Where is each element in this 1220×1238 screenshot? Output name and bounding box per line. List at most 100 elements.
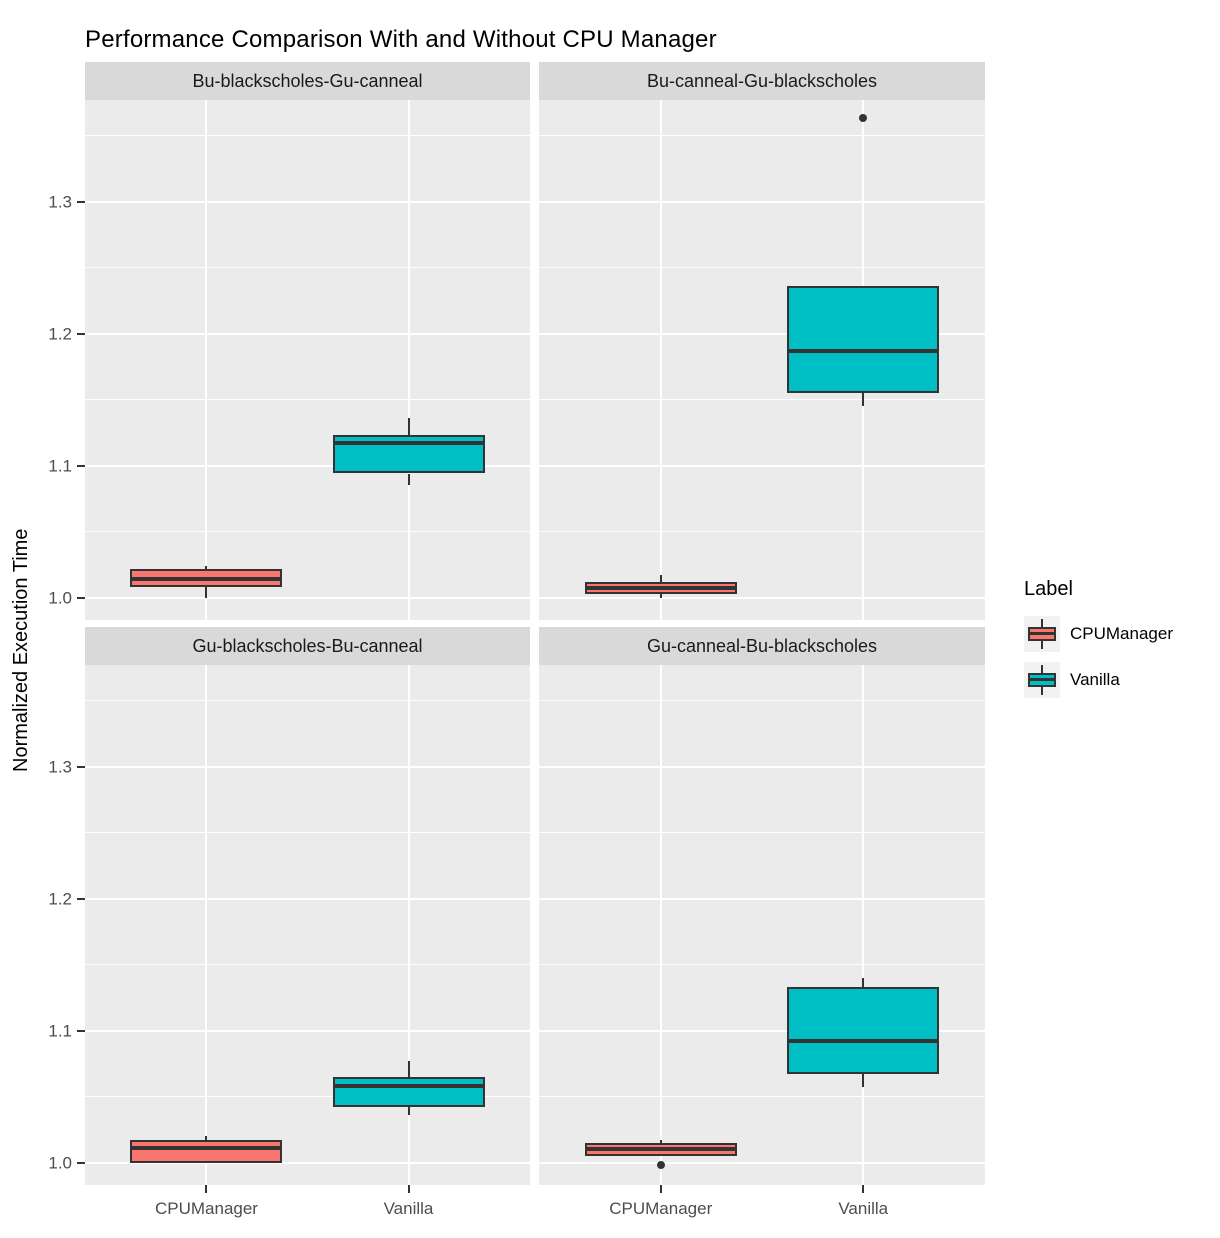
gridline-major bbox=[539, 897, 985, 900]
x-tick-label: CPUManager bbox=[609, 1199, 713, 1218]
gridline-major bbox=[85, 1161, 530, 1164]
y-tick-label: 1.3 bbox=[48, 192, 72, 212]
gridline-minor bbox=[85, 1096, 530, 1098]
gridline-minor bbox=[539, 135, 985, 137]
gridline-vertical bbox=[659, 100, 662, 620]
y-tick-mark bbox=[77, 1029, 85, 1032]
y-tick-label: 1.1 bbox=[48, 1021, 72, 1041]
gridline-minor bbox=[539, 399, 985, 401]
gridline-major bbox=[85, 596, 530, 599]
legend-key-cpumanager bbox=[1024, 616, 1060, 652]
boxplot-lower-whisker bbox=[407, 1107, 410, 1116]
x-tick-mark bbox=[205, 1185, 208, 1193]
y-tick-mark bbox=[77, 1161, 85, 1164]
y-tick-mark bbox=[77, 765, 85, 768]
x-tick-label: Vanilla bbox=[383, 1199, 434, 1218]
y-tick-mark bbox=[77, 332, 85, 335]
boxplot-lower-whisker bbox=[407, 473, 410, 486]
boxplot-box bbox=[332, 1076, 485, 1108]
x-tick-mark bbox=[659, 1185, 662, 1193]
gridline-major bbox=[85, 200, 530, 203]
gridline-minor bbox=[539, 832, 985, 834]
gridline-minor bbox=[85, 531, 530, 533]
gridline-major bbox=[539, 464, 985, 467]
boxplot-median bbox=[789, 348, 938, 353]
boxplot-box bbox=[787, 286, 940, 393]
outlier-point bbox=[656, 1161, 665, 1170]
boxplot-upper-whisker bbox=[407, 1060, 410, 1077]
boxplot-box bbox=[787, 987, 940, 1075]
boxplot-upper-whisker bbox=[205, 1136, 208, 1141]
gridline-vertical bbox=[205, 100, 208, 620]
boxplot-median bbox=[132, 1146, 281, 1151]
facet-panel bbox=[539, 665, 985, 1185]
gridline-major bbox=[539, 332, 985, 335]
gridline-major bbox=[85, 332, 530, 335]
boxplot-lower-whisker bbox=[862, 1074, 865, 1088]
boxplot-upper-whisker bbox=[407, 418, 410, 436]
y-tick-label: 1.2 bbox=[48, 889, 72, 909]
gridline-vertical bbox=[205, 665, 208, 1185]
gridline-minor bbox=[85, 267, 530, 269]
x-tick-label: CPUManager bbox=[154, 1199, 258, 1218]
boxplot-median bbox=[132, 577, 281, 582]
gridline-major bbox=[85, 897, 530, 900]
y-tick-label: 1.3 bbox=[48, 757, 72, 777]
gridline-minor bbox=[539, 700, 985, 702]
gridline-minor bbox=[85, 700, 530, 702]
facet-strip: Gu-canneal-Bu-blackscholes bbox=[539, 627, 985, 665]
y-tick-label: 1.2 bbox=[48, 324, 72, 344]
boxplot-median bbox=[789, 1039, 938, 1044]
facet-strip: Gu-blackscholes-Bu-canneal bbox=[85, 627, 530, 665]
gridline-major bbox=[539, 1161, 985, 1164]
gridline-major bbox=[539, 765, 985, 768]
facet-strip: Bu-blackscholes-Gu-canneal bbox=[85, 62, 530, 100]
boxplot-lower-whisker bbox=[205, 587, 208, 598]
gridline-major bbox=[85, 765, 530, 768]
gridline-vertical bbox=[407, 665, 410, 1185]
gridline-minor bbox=[85, 964, 530, 966]
gridline-minor bbox=[85, 832, 530, 834]
y-tick-mark bbox=[77, 464, 85, 467]
y-axis-title: Normalized Execution Time bbox=[10, 528, 32, 772]
boxplot-box bbox=[130, 1140, 283, 1163]
boxplot-median bbox=[586, 1147, 735, 1152]
gridline-minor bbox=[85, 399, 530, 401]
boxplot-upper-whisker bbox=[659, 1140, 662, 1143]
legend-label: CPUManager bbox=[1070, 624, 1173, 643]
gridline-major bbox=[539, 200, 985, 203]
legend-boxplot-median bbox=[1030, 678, 1054, 681]
y-tick-mark bbox=[77, 200, 85, 203]
x-tick-mark bbox=[862, 1185, 865, 1193]
gridline-minor bbox=[539, 531, 985, 533]
y-tick-mark bbox=[77, 897, 85, 900]
gridline-major bbox=[85, 1029, 530, 1032]
y-tick-label: 1.0 bbox=[48, 588, 72, 608]
legend-boxplot-median bbox=[1030, 632, 1054, 635]
x-tick-mark bbox=[407, 1185, 410, 1193]
gridline-major bbox=[539, 1029, 985, 1032]
boxplot-lower-whisker bbox=[862, 392, 865, 407]
gridline-vertical bbox=[862, 665, 865, 1185]
gridline-minor bbox=[539, 964, 985, 966]
y-tick-label: 1.0 bbox=[48, 1153, 72, 1173]
boxplot-upper-whisker bbox=[205, 565, 208, 569]
boxplot-upper-whisker bbox=[659, 575, 662, 582]
y-tick-label: 1.1 bbox=[48, 456, 72, 476]
x-tick-label: Vanilla bbox=[838, 1199, 889, 1218]
legend-title: Label bbox=[1024, 578, 1073, 600]
gridline-vertical bbox=[407, 100, 410, 620]
boxplot-upper-whisker bbox=[862, 977, 865, 988]
y-tick-mark bbox=[77, 596, 85, 599]
legend-label: Vanilla bbox=[1070, 670, 1120, 689]
facet-panel bbox=[85, 100, 530, 620]
gridline-minor bbox=[85, 135, 530, 137]
boxplot-median bbox=[586, 586, 735, 591]
boxplot-median bbox=[334, 441, 483, 446]
legend-key-vanilla bbox=[1024, 662, 1060, 698]
gridline-vertical bbox=[659, 665, 662, 1185]
outlier-point bbox=[859, 114, 868, 123]
facet-strip: Bu-canneal-Gu-blackscholes bbox=[539, 62, 985, 100]
gridline-minor bbox=[539, 267, 985, 269]
